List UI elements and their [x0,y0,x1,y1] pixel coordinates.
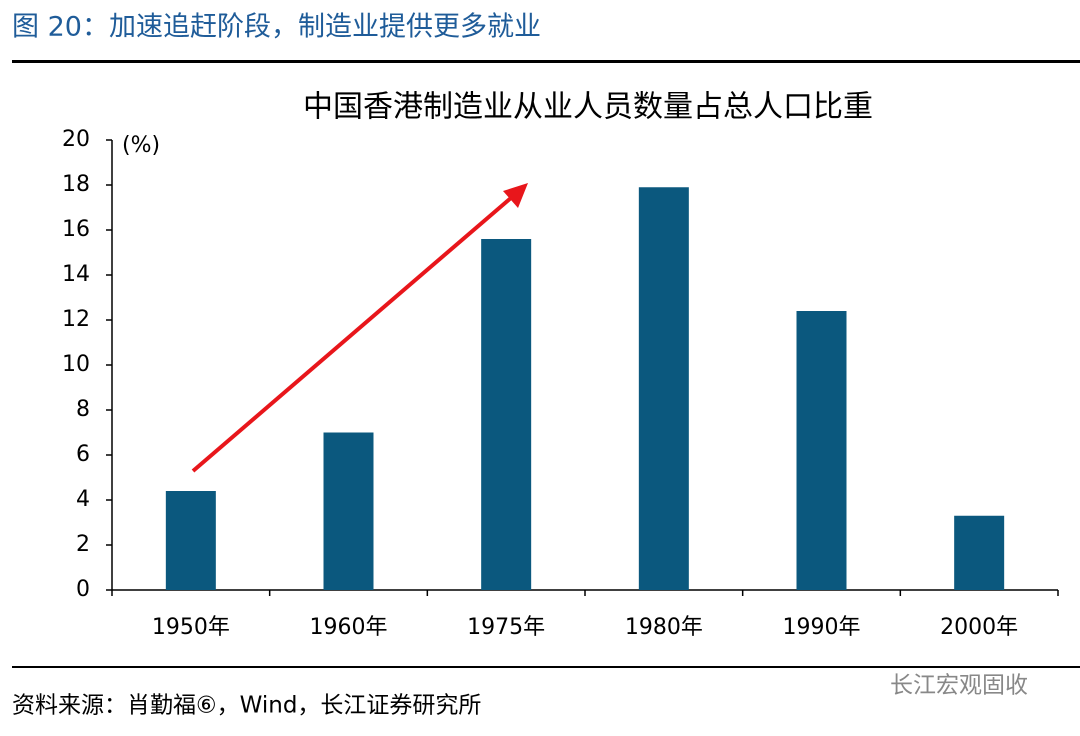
y-tick-label: 2 [76,532,90,557]
y-tick-label: 0 [76,577,90,602]
bar [638,187,689,590]
chart-title: 中国香港制造业从业人员数量占总人口比重 [303,90,873,125]
trend-arrow [191,195,514,473]
bar [481,239,532,590]
x-tick-label: 1990年 [783,615,861,640]
bar [796,311,847,590]
y-tick-label: 12 [62,307,90,332]
watermark: 长江宏观固收 [890,673,1028,699]
bottom-rule [12,666,1080,668]
x-tick-label: 1980年 [625,615,703,640]
source: 资料来源：肖勤福⑥，Wind，长江证券研究所 [12,693,481,719]
y-tick-label: 18 [62,172,90,197]
y-tick-label: 16 [62,217,90,242]
x-tick-label: 2000年 [940,615,1018,640]
x-tick-label: 1950年 [152,615,230,640]
y-axis-label: (%) [122,133,160,158]
trend-arrow-head [503,183,528,208]
y-tick-label: 8 [76,397,90,422]
figure-title: 图 20：加速追赶阶段，制造业提供更多就业 [12,12,541,43]
bar [954,515,1005,590]
top-rule [12,60,1080,63]
y-tick-label: 6 [76,442,90,467]
plot: 0 2 4 6 8 10 12 14 16 18 20 1950年 1960年 1975年 1980年 199… [62,127,1059,640]
y-tick-label: 14 [62,262,90,287]
y-tick-label: 4 [76,487,90,512]
y-tick-label: 20 [62,127,90,152]
x-tick-label: 1975年 [467,615,545,640]
x-tick-label: 1960年 [310,615,388,640]
bar [323,432,374,590]
bar [165,491,216,590]
y-tick-label: 10 [62,352,90,377]
